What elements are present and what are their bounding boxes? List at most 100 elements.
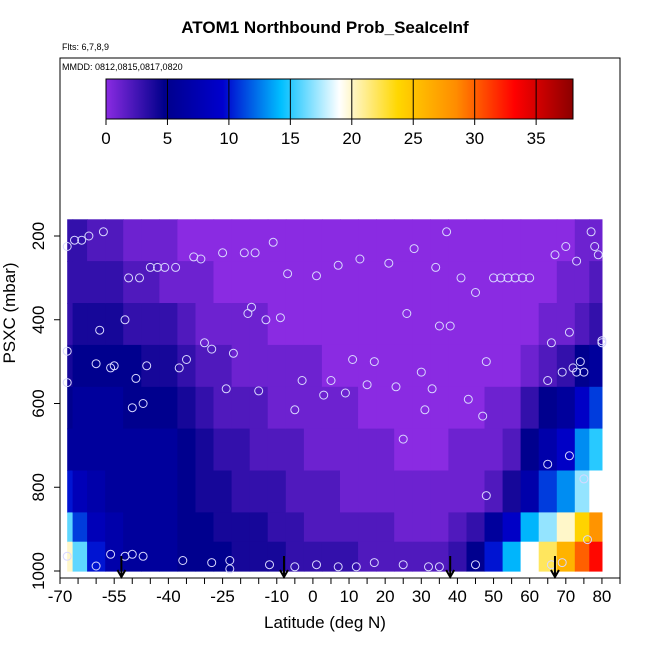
y-axis-ticks: 200 400 600 800 1000 bbox=[29, 222, 60, 590]
sample-point bbox=[416, 367, 426, 377]
sample-point bbox=[355, 254, 365, 264]
heatmap-cell bbox=[376, 219, 395, 262]
colorbar-ticks: 0 5 10 15 20 25 30 35 bbox=[101, 79, 546, 148]
heatmap-cell bbox=[376, 261, 395, 304]
heatmap-cell bbox=[340, 219, 359, 262]
heatmap-cell bbox=[538, 386, 558, 430]
heatmap-cell bbox=[159, 303, 179, 346]
heatmap-cell bbox=[466, 470, 486, 513]
heatmap-cell bbox=[448, 303, 468, 346]
heatmap-cell bbox=[358, 541, 377, 572]
heatmap-cell bbox=[358, 219, 377, 262]
heatmap-cell bbox=[249, 512, 269, 543]
heatmap-cell bbox=[141, 512, 160, 543]
heatmap-cell bbox=[484, 512, 504, 543]
heatmap-cell bbox=[574, 303, 590, 346]
sample-point bbox=[391, 382, 401, 392]
heatmap-cell bbox=[520, 344, 540, 388]
heatmap-cell bbox=[448, 386, 468, 430]
heatmap-cell bbox=[67, 512, 74, 543]
colorbar-tick-label: 25 bbox=[404, 129, 423, 148]
heatmap-cell bbox=[466, 541, 486, 572]
heatmap-cell bbox=[574, 512, 590, 543]
sample-point bbox=[463, 394, 473, 404]
sample-point bbox=[275, 313, 285, 323]
sample-point bbox=[333, 260, 343, 270]
colorbar-tick-label: 35 bbox=[527, 129, 546, 148]
heatmap-cell bbox=[321, 261, 341, 304]
sample-point bbox=[525, 273, 535, 283]
heatmap-cell bbox=[249, 541, 269, 572]
sample-point bbox=[340, 388, 350, 398]
heatmap-cell bbox=[141, 219, 160, 262]
heatmap-cell bbox=[177, 428, 197, 472]
heatmap-cell bbox=[177, 541, 197, 572]
heatmap-cell bbox=[430, 470, 449, 513]
x-tick-label: 10 bbox=[340, 587, 359, 606]
heatmap-cell bbox=[231, 219, 251, 262]
heatmap-cell bbox=[574, 261, 590, 304]
heatmap-cell bbox=[520, 428, 540, 472]
sample-point bbox=[261, 315, 271, 325]
heatmap-cell bbox=[589, 303, 603, 346]
sample-points bbox=[62, 227, 607, 574]
sample-point bbox=[290, 562, 300, 572]
heatmap-cell bbox=[67, 386, 74, 430]
heatmap-cell bbox=[394, 512, 413, 543]
heatmap-cell bbox=[141, 386, 160, 430]
heatmap-cell bbox=[87, 261, 106, 304]
colorbar-tick-label: 20 bbox=[342, 129, 361, 148]
x-tick-label: 30 bbox=[412, 587, 431, 606]
sample-point bbox=[384, 258, 394, 268]
colorbar-tick-label: 10 bbox=[219, 129, 238, 148]
sample-point bbox=[409, 244, 419, 254]
sample-point bbox=[312, 271, 321, 281]
x-tick-label: -55 bbox=[102, 587, 127, 606]
sample-point bbox=[543, 459, 553, 469]
heatmap-cell bbox=[285, 428, 305, 472]
heatmap-cell bbox=[285, 303, 305, 346]
sample-point bbox=[427, 384, 437, 394]
heatmap-cell bbox=[231, 470, 251, 513]
heatmap-cell bbox=[520, 512, 540, 543]
heatmap-cell bbox=[502, 541, 522, 572]
sample-point bbox=[77, 235, 87, 245]
heatmap-cell bbox=[556, 303, 576, 346]
heatmap-cell bbox=[430, 512, 449, 543]
sample-point bbox=[247, 302, 256, 312]
heatmap-cell bbox=[249, 219, 269, 262]
heatmap-cell bbox=[466, 261, 486, 304]
heatmap-cell bbox=[589, 344, 603, 388]
heatmap-cell bbox=[358, 470, 377, 513]
heatmap-cell bbox=[285, 386, 305, 430]
sample-point bbox=[254, 386, 264, 396]
heatmap-cell bbox=[394, 344, 413, 388]
heatmap-cell bbox=[285, 541, 305, 572]
heatmap-cell bbox=[589, 541, 603, 572]
heatmap-cell bbox=[249, 470, 269, 513]
heatmap-cell bbox=[412, 470, 431, 513]
heatmap-cell bbox=[538, 261, 558, 304]
sample-point bbox=[572, 367, 582, 377]
heatmap-cell bbox=[520, 219, 540, 262]
heatmap-cell bbox=[502, 428, 522, 472]
sample-point bbox=[445, 321, 455, 331]
heatmap-cell bbox=[195, 470, 215, 513]
heatmap-cell bbox=[303, 344, 323, 388]
sample-point bbox=[572, 256, 582, 266]
heatmap-cell bbox=[502, 303, 522, 346]
heatmap-cell bbox=[538, 344, 558, 388]
heatmap-cell bbox=[231, 512, 251, 543]
heatmap-cell bbox=[412, 344, 431, 388]
heatmap-cell bbox=[321, 512, 341, 543]
surface-arrow-head bbox=[445, 569, 456, 580]
heatmap-cell bbox=[177, 470, 197, 513]
heatmap-cell bbox=[484, 428, 504, 472]
heatmap-cell bbox=[412, 541, 431, 572]
sample-point bbox=[434, 562, 444, 572]
heatmap-cell bbox=[72, 512, 88, 543]
heatmap-cell bbox=[105, 470, 124, 513]
heatmap-cell bbox=[72, 541, 88, 572]
heatmap-cell bbox=[87, 428, 106, 472]
